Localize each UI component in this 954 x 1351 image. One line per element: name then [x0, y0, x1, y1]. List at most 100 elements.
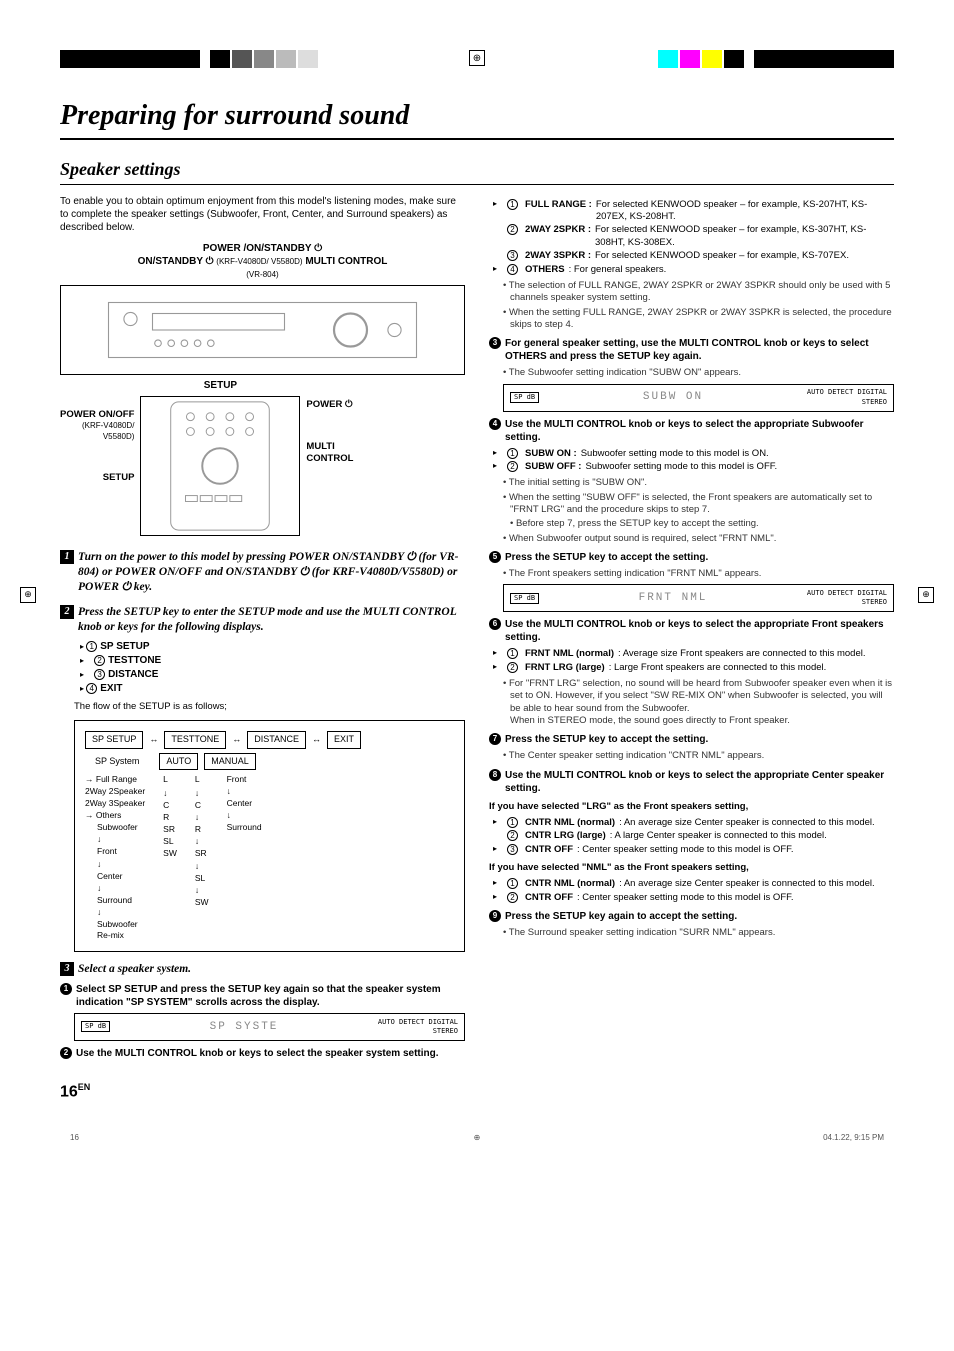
page-number-suffix: EN	[78, 1082, 91, 1092]
bullet-c1: For "FRNT LRG" selection, no sound will …	[503, 678, 894, 727]
step-3-num: 3	[60, 962, 74, 976]
diagram-top-labels: POWER /ON/STANDBY ⏻ ON/STANDBY ⏻ (KRF-V4…	[60, 242, 465, 281]
right-column: ▸1FULL RANGE :For selected KENWOOD speak…	[489, 195, 894, 1062]
substep-8-text: Use the MULTI CONTROL knob or keys to se…	[505, 769, 894, 795]
opt-d1-lead: ▸	[493, 817, 503, 829]
ifhead-lrg: If you have selected "LRG" as the Front …	[489, 801, 894, 813]
display-sp-system: SP dB SP SYSTE AUTO DETECT DIGITALSTEREO	[74, 1013, 465, 1041]
flow-surround: Surround	[97, 895, 145, 906]
step-1: 1 Turn on the power to this model by pre…	[60, 550, 465, 595]
substep-9-text: Press the SETUP key again to accept the …	[505, 910, 894, 923]
remote-diagram-wrap: POWER ON/OFF (KRF-V4080D/ V5580D) SETUP …	[60, 379, 465, 540]
two-column-layout: To enable you to obtain optimum enjoymen…	[60, 195, 894, 1062]
opt-d2-desc: : A large Center speaker is connected to…	[610, 830, 894, 842]
disp3-seg: FRNT NML	[547, 591, 799, 605]
label-multicontrol-top: MULTI CONTROL	[305, 256, 387, 267]
center-options-lrg: ▸1CNTR NML (normal): An average size Cen…	[493, 817, 894, 856]
intro-text: To enable you to obtain optimum enjoymen…	[60, 195, 465, 234]
substep-7: 7 Press the SETUP key to accept the sett…	[489, 733, 894, 746]
opt-a4-lbl: OTHERS	[525, 264, 565, 276]
front-speaker-options: ▸1FRNT NML (normal): Average size Front …	[493, 648, 894, 674]
opt-b2-desc: Subwoofer setting mode to this model is …	[585, 461, 894, 473]
label-setup-top: SETUP	[140, 379, 300, 392]
substep-5-text: Press the SETUP key to accept the settin…	[505, 551, 894, 564]
opt-a3-n: 3	[507, 250, 518, 261]
opt-b2-n: 2	[507, 461, 518, 472]
item-4-num: 4	[86, 683, 97, 694]
opt-a2-n: 2	[507, 224, 518, 235]
substep-8: 8 Use the MULTI CONTROL knob or keys to …	[489, 769, 894, 795]
substep-6-num: 6	[489, 618, 501, 630]
flow-mid-c: C	[163, 800, 177, 811]
opt-c2-lead: ▸	[493, 662, 503, 674]
bullet-a1: The selection of FULL RANGE, 2WAY 2SPKR …	[503, 280, 894, 305]
step-2-text: Press the SETUP key to enter the SETUP m…	[78, 605, 465, 635]
bullets-b: The initial setting is "SUBW ON". When t…	[503, 477, 894, 545]
opt-c1-lbl: FRNT NML (normal)	[525, 648, 614, 660]
bullet-b4: When Subwoofer output sound is required,…	[503, 533, 894, 545]
label-vr804: (VR-804)	[246, 270, 278, 279]
label-model-2: (KRF-V4080D/ V5580D)	[60, 421, 134, 442]
substep-8-num: 8	[489, 769, 501, 781]
opt-c2-desc: : Large Front speakers are connected to …	[609, 662, 894, 674]
crop-mark-left: ⊕	[20, 587, 36, 603]
opt-a4-desc: : For general speakers.	[569, 264, 894, 276]
opt-d2-lbl: CNTR LRG (large)	[525, 830, 606, 842]
opt-a1-desc: For selected KENWOOD speaker – for examp…	[596, 199, 894, 224]
flow-right-sl: SL	[195, 873, 209, 884]
flow-dist-center: Center	[227, 798, 262, 809]
opt-d3-lead: ▸	[493, 844, 503, 856]
receiver-front-diagram	[60, 285, 465, 375]
opt-b1-desc: Subwoofer setting mode to this model is …	[581, 448, 894, 460]
flow-2way3: 2Way 3Speaker	[85, 798, 145, 809]
flow-distance: DISTANCE	[247, 731, 306, 749]
step-3: 3 Select a speaker system.	[60, 962, 465, 977]
item-4-label: EXIT	[100, 683, 122, 694]
flow-mid-sr: SR	[163, 824, 177, 835]
registration-mark-bottom: ⊕	[474, 1133, 481, 1143]
substep-3: 3 For general speaker setting, use the M…	[489, 337, 894, 363]
opt-d2-n: 2	[507, 830, 518, 841]
step-2-items: 1SP SETUP ▸ 2TESTTONE ▸ 3DISTANCE 4EXIT	[80, 640, 465, 695]
opt-b1-lead: ▸	[493, 448, 503, 460]
opt-a2-lbl: 2WAY 2SPKR :	[525, 224, 591, 249]
opt-d3-lbl: CNTR OFF	[525, 844, 573, 856]
opt-d1-n: 1	[507, 817, 518, 828]
opt-c2-lbl: FRNT LRG (large)	[525, 662, 605, 674]
substep-9-note: The Surround speaker setting indication …	[503, 927, 894, 939]
flow-mid-sw: SW	[163, 848, 177, 859]
opt-e1-lead: ▸	[493, 878, 503, 890]
opt-c1-n: 1	[507, 648, 518, 659]
step-1-text: Turn on the power to this model by press…	[78, 550, 465, 595]
substep-7-note: The Center speaker setting indication "C…	[503, 750, 894, 762]
substep-5-note: The Front speakers setting indication "F…	[503, 568, 894, 580]
opt-b2-lead: ▸	[493, 461, 503, 473]
opt-e2-n: 2	[507, 892, 518, 903]
flow-sp-setup: SP SETUP	[85, 731, 143, 749]
opt-a4-lead: ▸	[493, 264, 503, 276]
disp3-left: SP dB	[510, 593, 539, 604]
left-column: To enable you to obtain optimum enjoymen…	[60, 195, 465, 1062]
substep-3-note: The Subwoofer setting indication "SUBW O…	[503, 367, 894, 379]
opt-d3-desc: : Center speaker setting mode to this mo…	[577, 844, 894, 856]
display-frnt-nml: SP dB FRNT NML AUTO DETECT DIGITALSTEREO	[503, 584, 894, 612]
flow-dist-surround: Surround	[227, 822, 262, 833]
step-3-text: Select a speaker system.	[78, 962, 465, 977]
substep-9-num: 9	[489, 910, 501, 922]
bullets-a: The selection of FULL RANGE, 2WAY 2SPKR …	[503, 280, 894, 331]
opt-b2-lbl: SUBW OFF :	[525, 461, 581, 473]
flow-front: Front	[97, 846, 145, 857]
substep-6: 6 Use the MULTI CONTROL knob or keys to …	[489, 618, 894, 644]
remote-svg	[141, 397, 299, 535]
label-onstandby: ON/STANDBY ⏻	[138, 256, 214, 267]
setup-flowchart: SP SETUP↔ TESTTONE↔ DISTANCE↔ EXIT SP Sy…	[74, 720, 465, 952]
disp3-rb: STEREO	[862, 598, 887, 606]
opt-a3-desc: For selected KENWOOD speaker – for examp…	[595, 250, 894, 262]
subwoofer-options: ▸1SUBW ON :Subwoofer setting mode to thi…	[493, 448, 894, 474]
substep-7-num: 7	[489, 733, 501, 745]
opt-a1-n: 1	[507, 199, 518, 210]
flow-sp-system: SP System	[95, 756, 139, 768]
item-3-label: DISTANCE	[108, 669, 158, 680]
opt-c2-n: 2	[507, 662, 518, 673]
substep-1-num: 1	[60, 983, 72, 995]
